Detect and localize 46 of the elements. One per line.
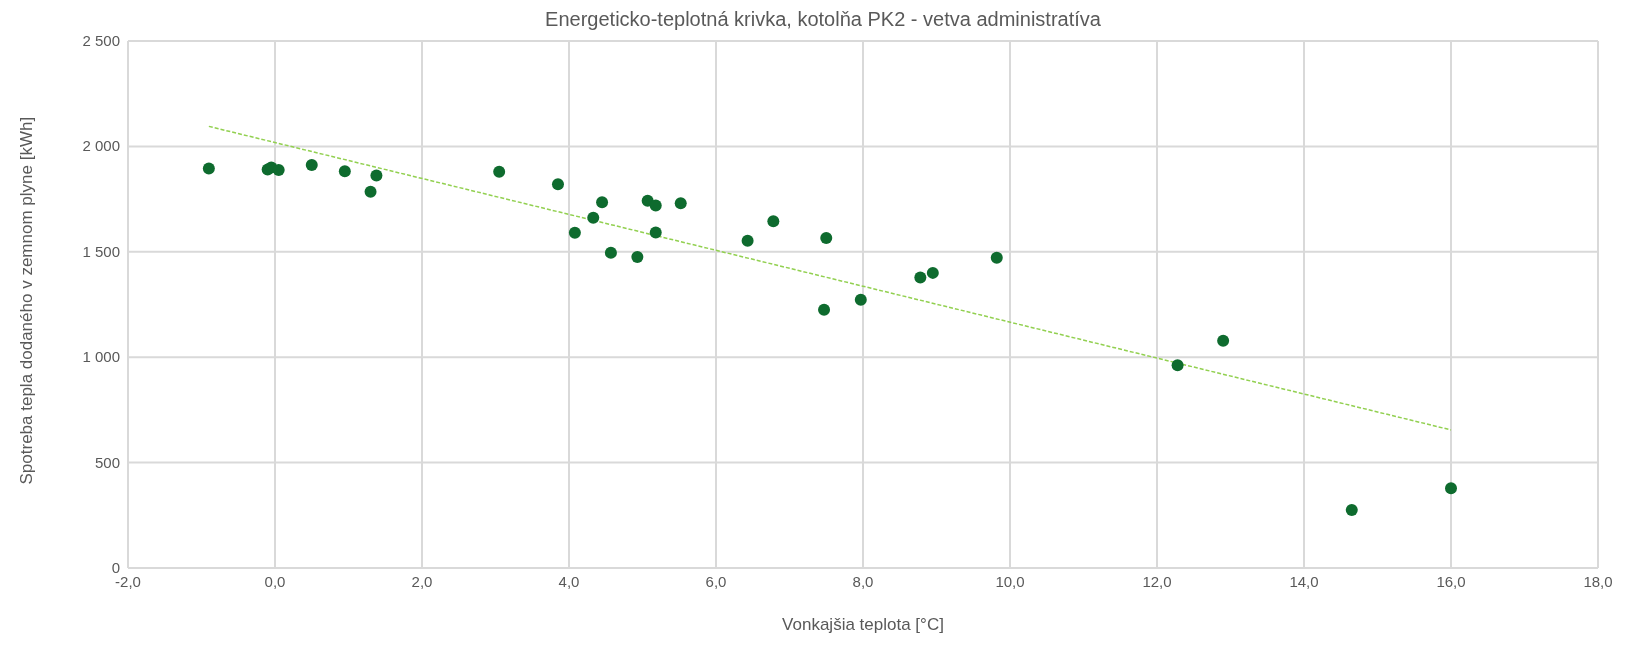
y-tick-label: 2 000	[82, 137, 120, 155]
x-tick-label: 14,0	[1289, 572, 1319, 590]
point	[926, 266, 939, 279]
y-tick-label: 500	[94, 453, 120, 471]
point	[272, 164, 285, 177]
x-tick-label: 6,0	[705, 572, 727, 590]
point	[674, 197, 687, 210]
point	[370, 169, 383, 182]
x-tick-label: 2,0	[411, 572, 433, 590]
x-tick-label: 16,0	[1436, 572, 1466, 590]
x-tick-label: 4,0	[558, 572, 580, 590]
point	[990, 251, 1003, 264]
point	[568, 226, 581, 239]
point	[1445, 482, 1457, 495]
point	[1171, 359, 1184, 372]
point	[551, 178, 564, 191]
point	[1217, 334, 1230, 347]
chart-title: Energeticko-teplotná krivka, kotolňa PK2 - vetva administratíva	[545, 8, 1101, 30]
point	[493, 165, 506, 178]
point	[767, 215, 780, 228]
point	[741, 234, 754, 247]
point	[364, 185, 377, 198]
y-tick-label: 1 000	[82, 348, 120, 366]
point	[914, 271, 927, 284]
point	[338, 165, 351, 178]
point	[604, 246, 617, 259]
point	[854, 293, 867, 306]
x-axis-title: Vonkajšia teplota [°C]	[782, 615, 944, 634]
point	[649, 226, 662, 239]
y-tick-label: 1 500	[82, 242, 120, 260]
point	[202, 162, 215, 175]
point	[1345, 504, 1358, 517]
point	[587, 211, 600, 224]
x-tick-label: 8,0	[852, 572, 874, 590]
x-tick-label: 12,0	[1142, 572, 1172, 590]
x-tick-label: 18,0	[1583, 572, 1613, 590]
point	[596, 196, 609, 209]
point	[818, 303, 831, 316]
point	[631, 251, 644, 264]
point	[649, 199, 662, 212]
y-tick-label: 2 500	[82, 32, 120, 49]
x-tick-label: 10,0	[995, 572, 1025, 590]
y-axis-title: Spotreba tepla dodaného v zemnom plyne [kWh]	[17, 116, 37, 485]
point	[305, 158, 318, 171]
point	[820, 232, 833, 245]
x-tick-label: 0,0	[264, 572, 286, 590]
